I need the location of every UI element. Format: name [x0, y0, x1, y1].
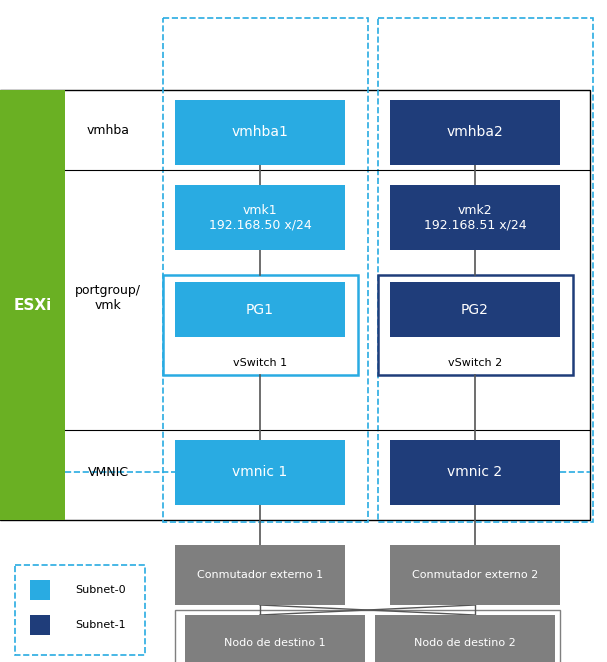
Bar: [378, 275, 573, 375]
Text: PG2: PG2: [461, 303, 489, 316]
Text: vmhba2: vmhba2: [447, 126, 503, 140]
Bar: [0, 90, 65, 520]
Text: Conmutador externo 2: Conmutador externo 2: [412, 570, 538, 580]
Bar: [390, 100, 560, 165]
Bar: [175, 100, 345, 165]
Bar: [378, 18, 593, 522]
Text: vSwitch 1: vSwitch 1: [233, 358, 287, 368]
Bar: [390, 545, 560, 605]
Bar: [390, 282, 560, 337]
Bar: [175, 440, 345, 505]
Text: VMNIC: VMNIC: [87, 467, 129, 479]
Bar: [175, 282, 345, 337]
Text: Subnet-0: Subnet-0: [75, 585, 126, 595]
Text: vmnic 1: vmnic 1: [232, 465, 288, 479]
Bar: [375, 615, 555, 662]
Bar: [30, 580, 50, 600]
Bar: [0, 90, 590, 520]
Bar: [175, 545, 345, 605]
Bar: [175, 185, 345, 250]
Text: vSwitch 2: vSwitch 2: [448, 358, 502, 368]
Text: vmhba1: vmhba1: [231, 126, 288, 140]
Text: vmk2
192.168.51 x/24: vmk2 192.168.51 x/24: [424, 203, 526, 232]
Bar: [15, 565, 145, 655]
Bar: [30, 615, 50, 635]
Text: ESXi: ESXi: [13, 297, 52, 312]
Bar: [185, 615, 365, 662]
Text: portgroup/
vmk: portgroup/ vmk: [75, 284, 141, 312]
Text: vmhba: vmhba: [87, 124, 129, 136]
Text: Nodo de destino 2: Nodo de destino 2: [414, 638, 516, 647]
Text: PG1: PG1: [246, 303, 274, 316]
Bar: [390, 440, 560, 505]
Text: Subnet-1: Subnet-1: [75, 620, 126, 630]
Bar: [390, 185, 560, 250]
Text: Conmutador externo 1: Conmutador externo 1: [197, 570, 323, 580]
Text: vmnic 2: vmnic 2: [447, 465, 503, 479]
Text: vmk1
192.168.50 x/24: vmk1 192.168.50 x/24: [209, 203, 311, 232]
Bar: [163, 18, 368, 522]
Bar: [163, 275, 358, 375]
Bar: [175, 610, 560, 662]
Text: Nodo de destino 1: Nodo de destino 1: [224, 638, 326, 647]
